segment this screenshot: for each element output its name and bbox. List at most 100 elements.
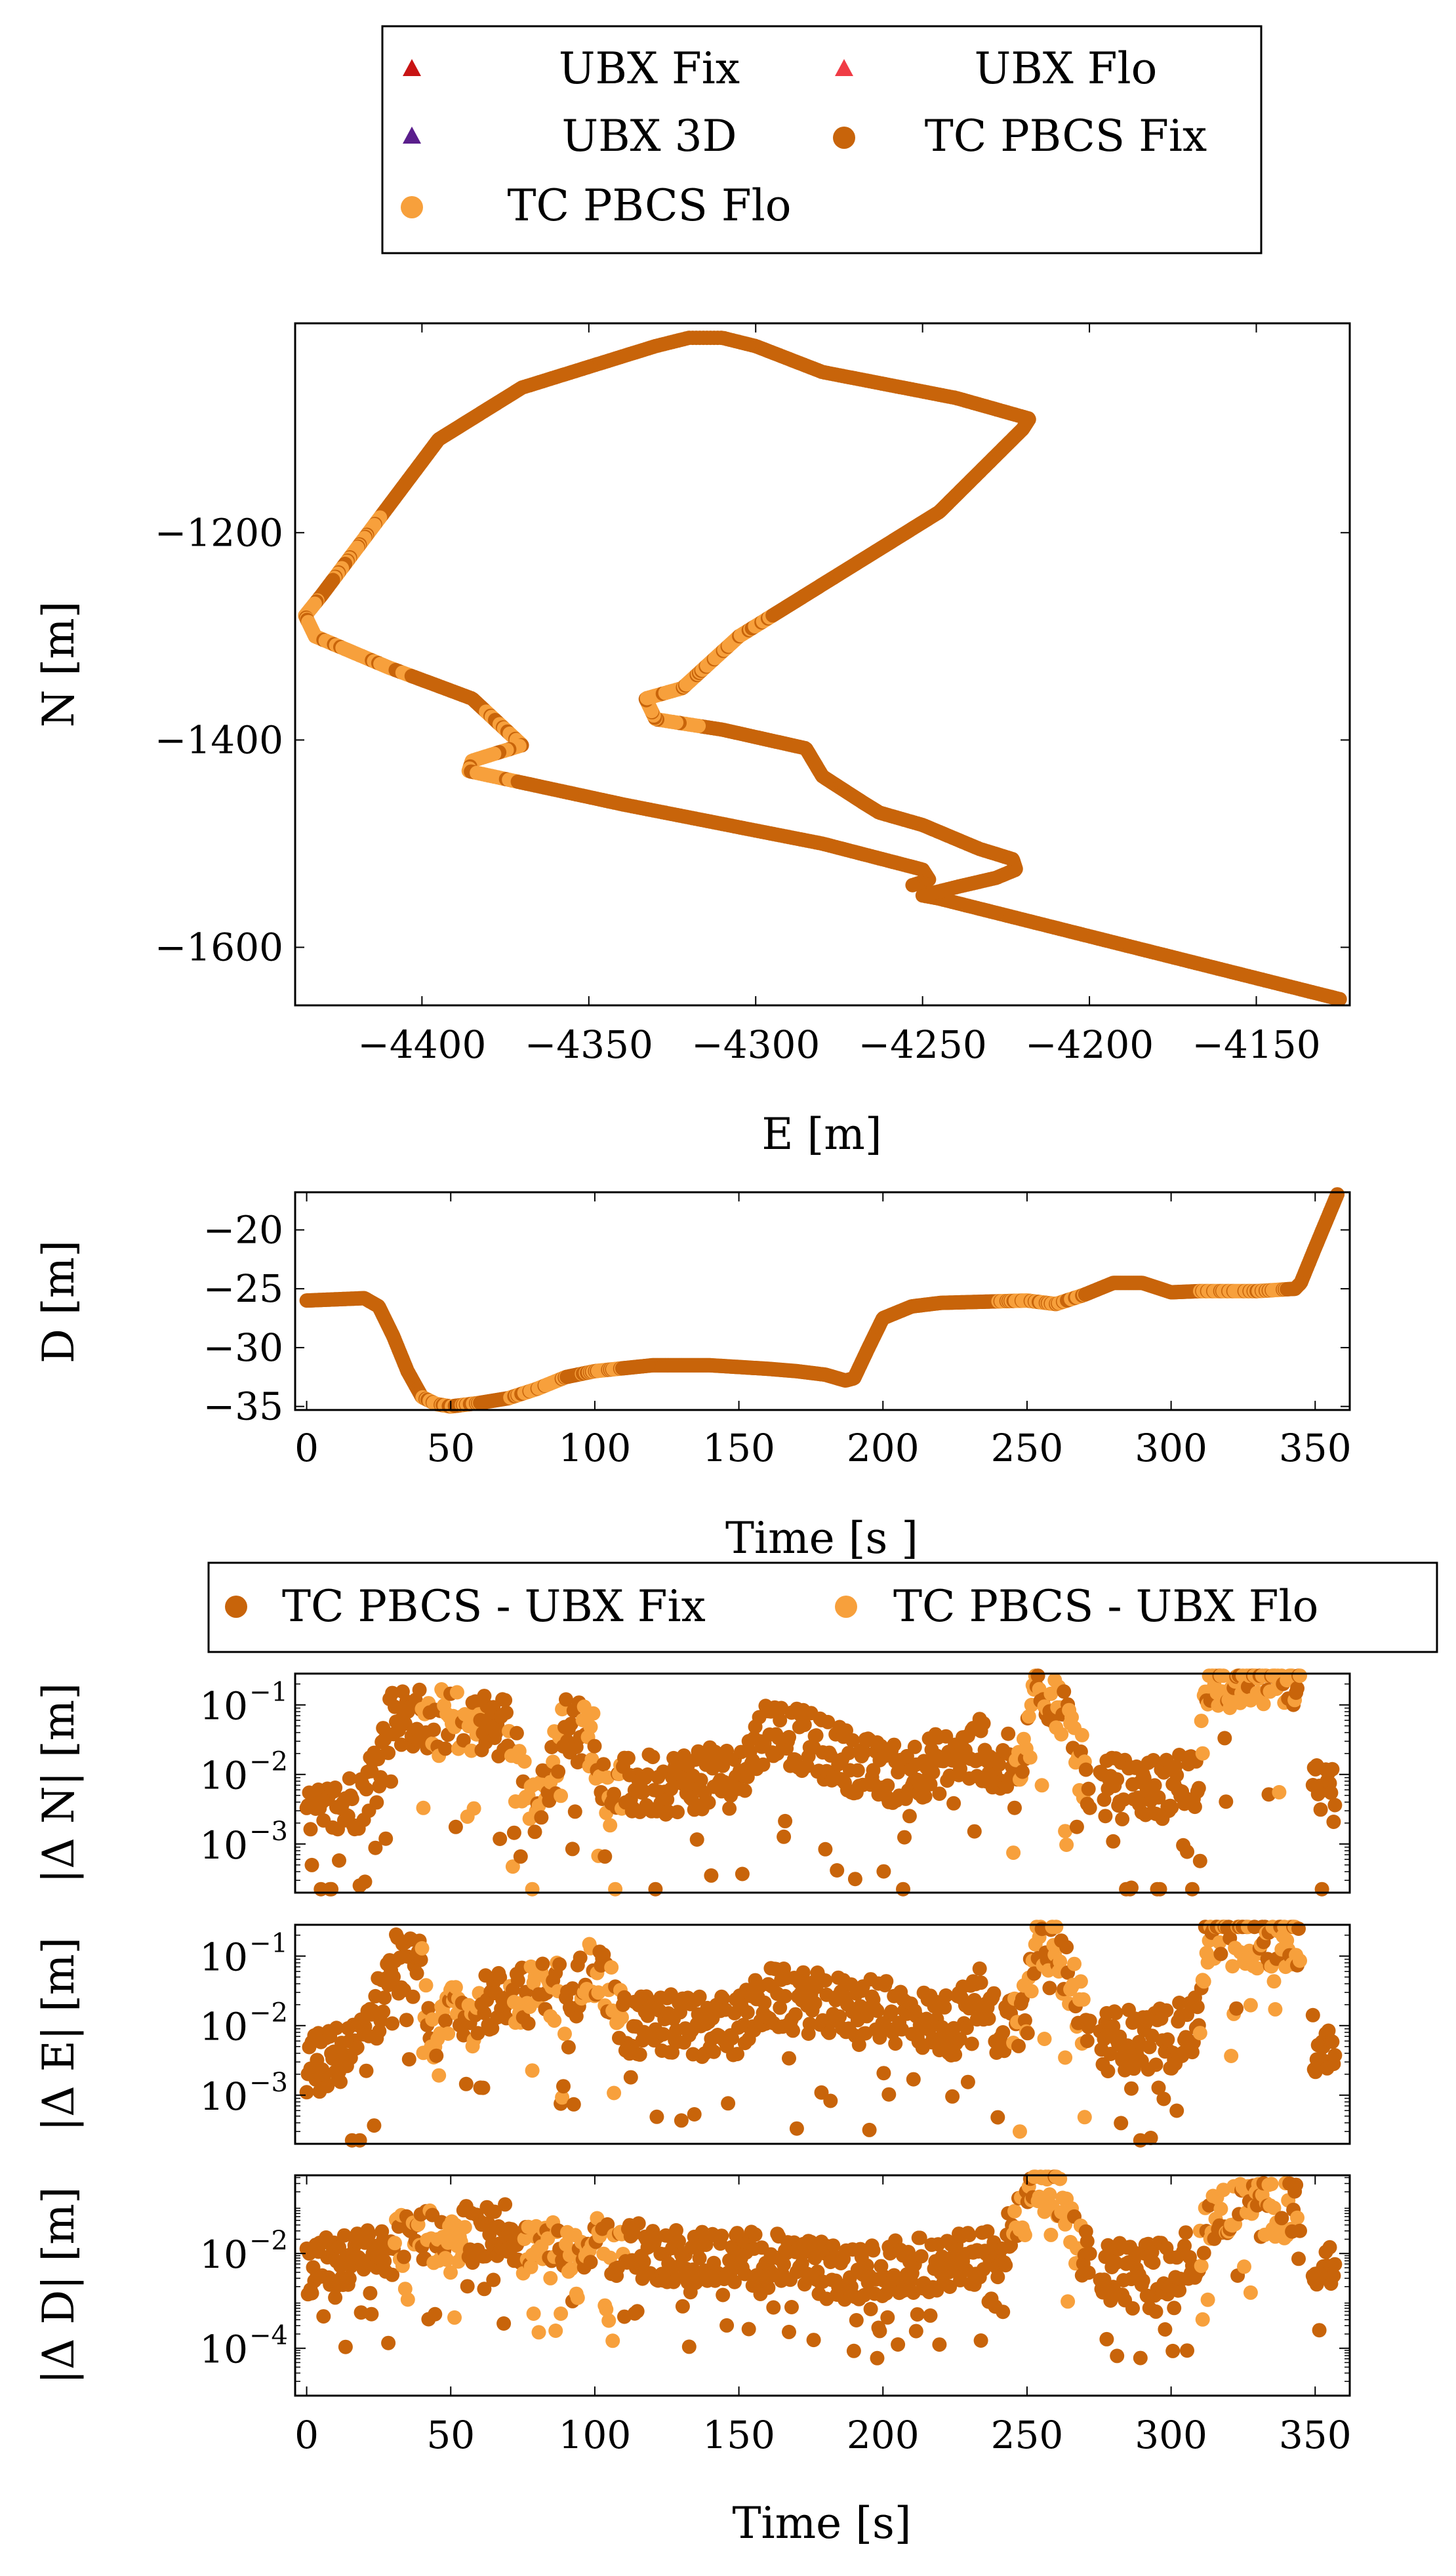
dn-point <box>506 1825 521 1840</box>
dd-point <box>1110 2348 1125 2364</box>
dn-point <box>466 1801 481 1816</box>
de-point <box>623 2070 638 2085</box>
de-point <box>299 2085 314 2100</box>
ne-point <box>905 877 920 893</box>
dn-point <box>1054 1727 1069 1742</box>
dn-point <box>525 1882 540 1897</box>
dd-point <box>583 2255 598 2270</box>
dd-point <box>1312 2323 1327 2338</box>
de-point <box>649 2109 664 2124</box>
de-point <box>674 2113 689 2128</box>
dd-point <box>681 2339 697 2354</box>
dn-point <box>1110 1772 1125 1787</box>
dd-point <box>1135 2273 1150 2288</box>
de-point <box>1058 2050 1073 2065</box>
dn-point <box>1007 1800 1022 1815</box>
d-ytick-label: −20 <box>203 1207 283 1252</box>
de-point <box>1124 2081 1139 2096</box>
dd-point <box>1290 2210 1304 2225</box>
dn-point <box>554 1788 569 1803</box>
de-point <box>552 1957 567 1972</box>
de-point <box>521 2016 536 2031</box>
dd-point <box>932 2337 947 2352</box>
dd-point <box>748 2227 763 2242</box>
de-point <box>1192 2026 1207 2041</box>
dn-point <box>1195 1746 1210 1761</box>
de-point <box>385 2016 400 2031</box>
de-ytick-label: 10 <box>199 2074 248 2119</box>
d-ytick-label: −25 <box>203 1266 283 1311</box>
d-xtick-label: 200 <box>847 1426 920 1470</box>
dd-point <box>766 2300 781 2315</box>
de-point <box>399 2013 414 2028</box>
dn-point <box>887 1737 902 1752</box>
dd-point <box>543 2270 558 2285</box>
dn-point <box>648 1882 663 1897</box>
dn-point <box>1074 1727 1089 1742</box>
d-plot-ticks: 0 50 100 150 200 250 300 350−20−25−30−35 <box>203 1192 1352 1470</box>
de-point <box>377 1990 392 2005</box>
dn-point <box>818 1841 833 1857</box>
ne-xtick-label: −4200 <box>1025 1022 1154 1067</box>
legend-entry-diff-fix: TC PBCS - UBX Fix <box>225 1581 706 1632</box>
de-point <box>888 2036 903 2051</box>
d-point <box>1330 1187 1345 1202</box>
legend-label-diff-fix: TC PBCS - UBX Fix <box>282 1581 706 1632</box>
dn-point <box>517 1754 532 1769</box>
dn-point <box>850 1763 865 1778</box>
dd-point <box>316 2309 331 2324</box>
dn-point <box>645 1750 660 1765</box>
de-point <box>786 2023 800 2038</box>
de-point <box>1190 2000 1205 2015</box>
dn-point <box>689 1832 704 1847</box>
dn-point <box>1256 1697 1271 1712</box>
legend-top-box <box>381 25 1263 254</box>
dd-point <box>1158 2322 1173 2337</box>
dd-point <box>866 2243 881 2258</box>
de-point <box>429 2048 444 2063</box>
de-point <box>1059 1940 1074 1955</box>
dn-point <box>1313 1802 1328 1817</box>
dd-point <box>1061 2294 1076 2309</box>
dn-point <box>1057 1684 1072 1699</box>
dd-point <box>460 2279 475 2294</box>
dn-point <box>603 1818 618 1833</box>
de-point <box>359 2063 374 2078</box>
de-point <box>1067 1956 1082 1971</box>
de-point <box>1020 2026 1035 2041</box>
dd-point <box>304 2285 319 2301</box>
de-point <box>607 2085 622 2101</box>
de-point <box>876 2066 891 2081</box>
dn-plot-ylabel: |Δ N| [m] <box>33 1683 84 1883</box>
dd-point <box>1099 2331 1114 2346</box>
dn-point <box>1106 1834 1121 1849</box>
de-point <box>782 2051 796 2066</box>
de-point <box>1042 1981 1057 1996</box>
de-point <box>807 1996 822 2011</box>
dn-point <box>1324 1785 1339 1800</box>
de-point <box>788 2007 803 2022</box>
de-point <box>1159 2003 1174 2018</box>
de-point <box>1196 1974 1211 1989</box>
dn-point <box>416 1800 431 1815</box>
d-plot-xlabel: Time [s ] <box>725 1513 918 1563</box>
de-point <box>973 1975 988 1990</box>
de-point <box>333 2074 348 2089</box>
dd-point <box>716 2287 731 2303</box>
dn-point <box>1192 1853 1207 1868</box>
dn-point <box>693 1773 708 1788</box>
dn-point <box>567 1804 582 1819</box>
dd-point <box>908 2324 923 2339</box>
dd-point <box>526 2306 541 2321</box>
de-point <box>1024 1984 1039 1999</box>
d-plot: 0 50 100 150 200 250 300 350−20−25−30−35 Time [… <box>33 1187 1352 1563</box>
dd-point <box>849 2313 864 2327</box>
dn-point <box>344 1792 359 1807</box>
dd-point <box>1327 2257 1343 2272</box>
legend-marker-tc-fix <box>833 127 855 149</box>
dd-point <box>601 2313 617 2328</box>
dn-point <box>513 1849 528 1864</box>
dd-point <box>870 2350 885 2365</box>
de-point <box>376 2004 391 2019</box>
